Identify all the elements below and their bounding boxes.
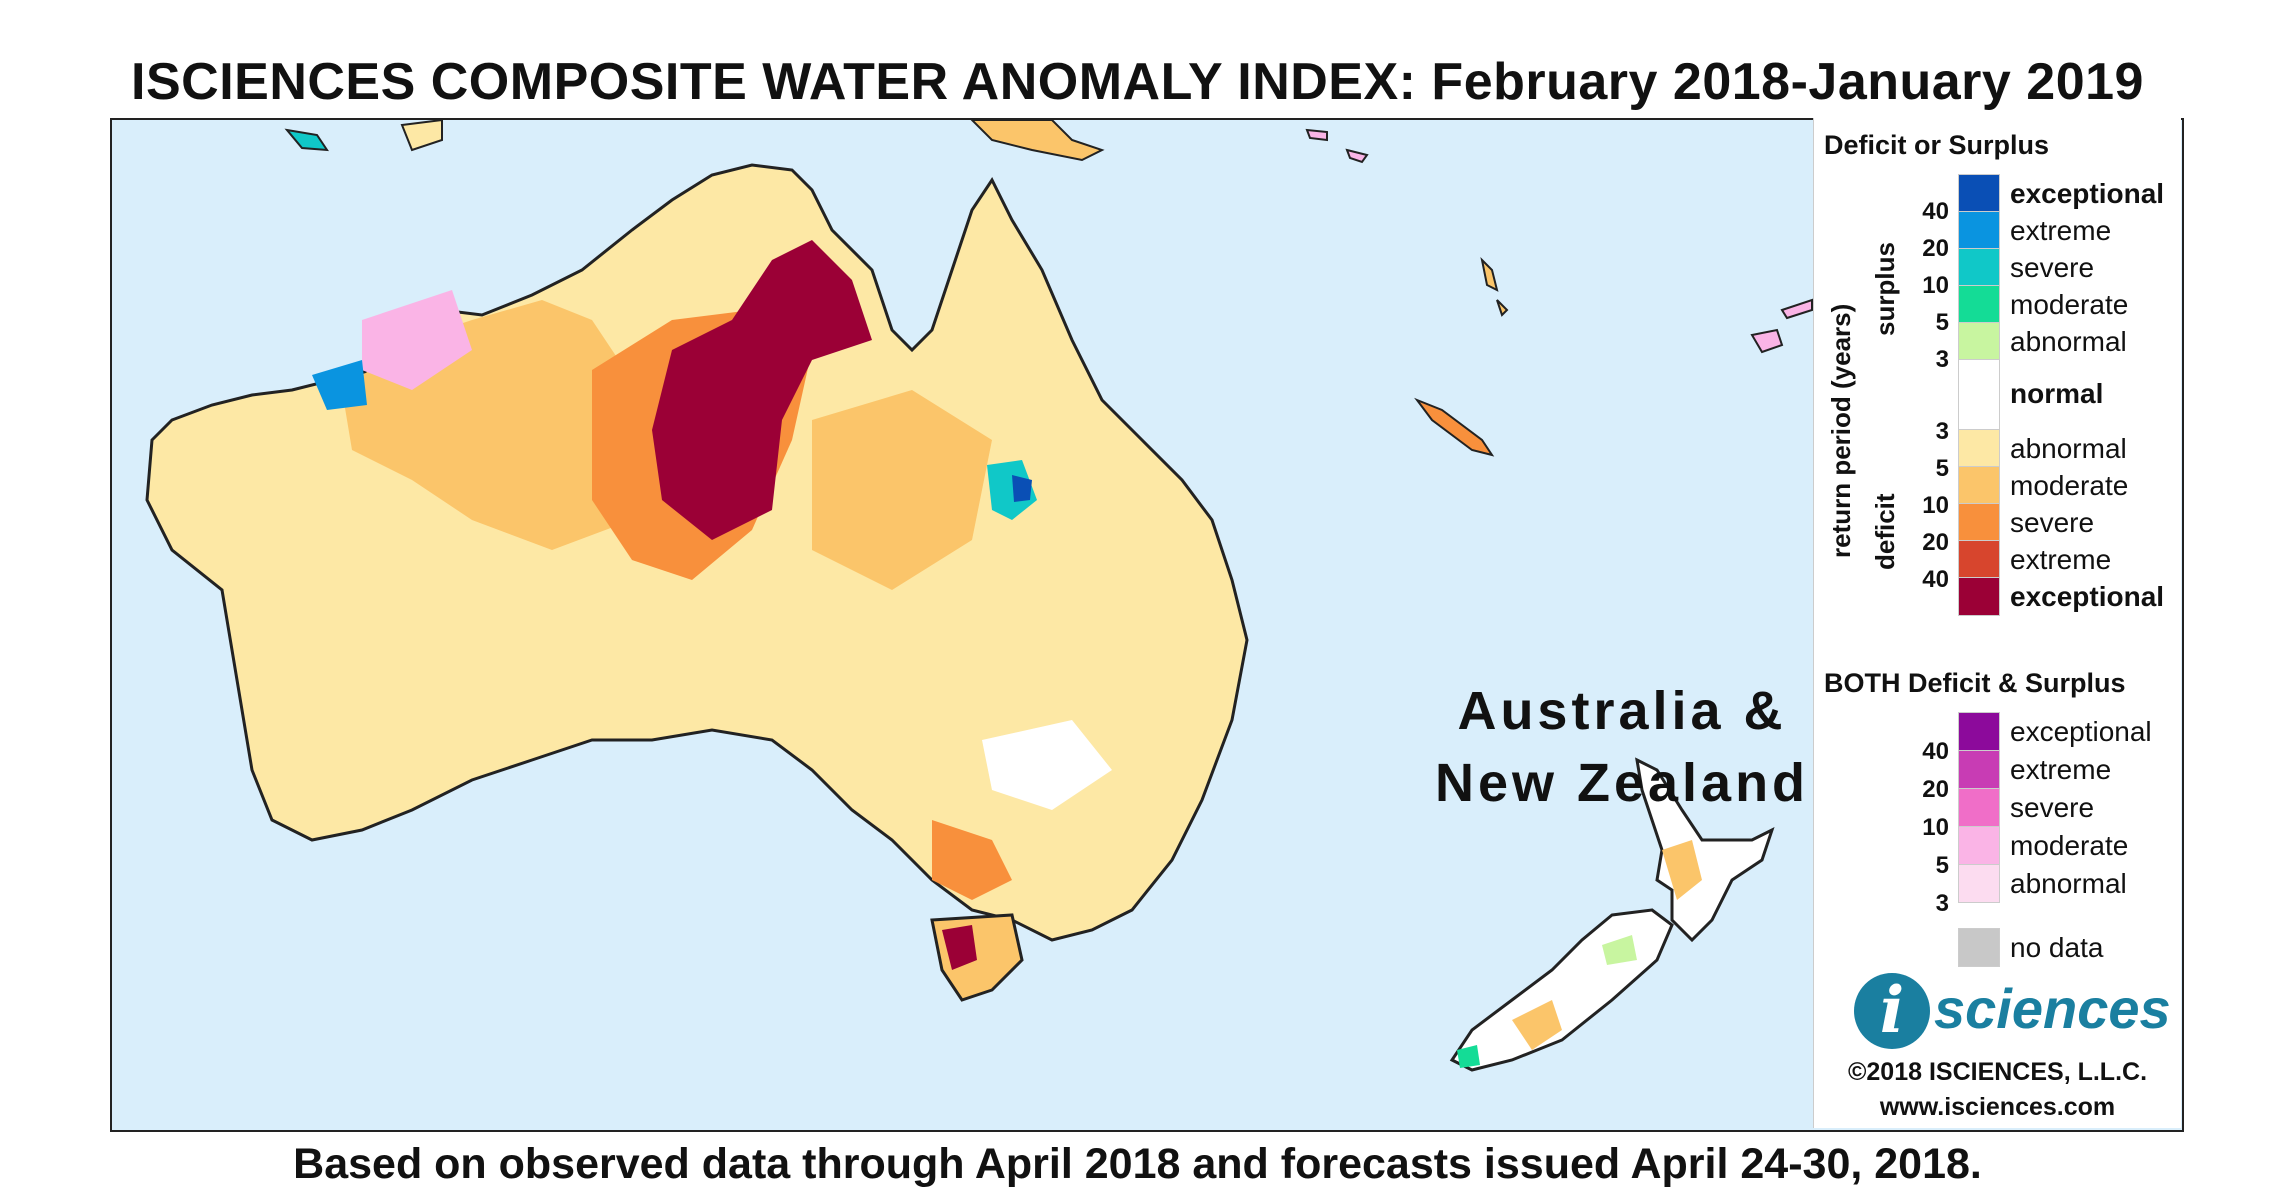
deficit-severe-southeast	[932, 820, 1012, 900]
label-surplus-moderate: moderate	[2010, 289, 2129, 320]
swatch-nodata	[1958, 928, 2000, 967]
isciences-logo: i sciences	[1844, 968, 2174, 1058]
label-deficit-exceptional: exceptional	[2010, 581, 2165, 612]
swatch-both-extreme	[1958, 750, 2000, 789]
deficit-moderate-nz-south	[1512, 1000, 1562, 1050]
tick-deficit-20: 20	[1922, 529, 1949, 556]
label-deficit-moderate: moderate	[2010, 470, 2129, 501]
swatch-both-abnormal	[1958, 864, 2000, 903]
swatch-deficit-severe	[1958, 503, 2000, 542]
swatch-normal	[1958, 359, 2000, 431]
footer-note: Based on observed data through April 201…	[293, 1140, 1982, 1188]
tick-both-5: 5	[1935, 852, 1949, 879]
normal-patch-southeast	[982, 720, 1112, 810]
swatch-deficit-exceptional	[1958, 577, 2000, 616]
map-title: ISCIENCES COMPOSITE WATER ANOMALY INDEX:…	[131, 53, 2144, 111]
swatch-both-severe	[1958, 788, 2000, 827]
swatch-surplus-extreme	[1958, 211, 2000, 250]
swatch-surplus-abnormal	[1958, 322, 2000, 361]
legend-axis-label: return period (years)	[1826, 303, 1856, 558]
nz-south-island	[1449, 908, 1674, 1072]
tick-deficit-5: 5	[1935, 455, 1949, 482]
surplus-extreme-northwest	[312, 360, 367, 410]
tick-both-20: 20	[1922, 776, 1949, 803]
tick-surplus-20: 20	[1922, 235, 1949, 262]
deficit-moderate-nz-north	[1662, 840, 1702, 900]
label-both-extreme: extreme	[2010, 754, 2112, 785]
timor-fragment	[400, 120, 443, 152]
label-nodata: no data	[2010, 932, 2104, 963]
legend-panel: Deficit or Surplus return period (years)…	[1813, 118, 2181, 1128]
tick-surplus-40: 40	[1922, 198, 1949, 225]
tick-deficit-40: 40	[1922, 566, 1949, 593]
tick-deficit-10: 10	[1922, 492, 1949, 519]
new-caledonia	[1414, 397, 1495, 457]
swatch-deficit-extreme	[1958, 540, 2000, 579]
surplus-abnormal-nz-south	[1602, 935, 1637, 965]
swatch-surplus-moderate	[1958, 285, 2000, 324]
label-both-severe: severe	[2010, 792, 2095, 823]
tick-surplus-5: 5	[1935, 309, 1949, 336]
swatch-both-moderate	[1958, 826, 2000, 865]
nz-north-island	[1635, 757, 1775, 943]
island-surplus-north	[284, 128, 329, 152]
label-deficit-extreme: extreme	[2010, 544, 2112, 575]
label-surplus-extreme: extreme	[2010, 215, 2112, 246]
label-normal: normal	[2010, 378, 2104, 409]
label-surplus-exceptional: exceptional	[2010, 178, 2165, 209]
swatch-surplus-severe	[1958, 248, 2000, 287]
tick-both-40: 40	[1922, 738, 1949, 765]
label-both-exceptional: exceptional	[2010, 716, 2152, 747]
surplus-moderate-nz-southwest	[1457, 1045, 1480, 1068]
legend-surplus-label: surplus	[1870, 242, 1900, 336]
swatch-both-exceptional	[1958, 712, 2000, 751]
surplus-exceptional-queensland	[1012, 475, 1032, 502]
copyright: ©2018 ISCIENCES, L.L.C.	[1847, 1058, 2148, 1086]
surplus-severe-queensland	[987, 460, 1037, 520]
map-canvas	[145, 120, 1813, 1072]
tick-both-3: 3	[1935, 890, 1949, 917]
label-deficit-severe: severe	[2010, 507, 2095, 538]
png-fragment	[970, 120, 1105, 162]
label-both-abnormal: abnormal	[2010, 868, 2127, 899]
tick-surplus-3: 3	[1935, 346, 1949, 373]
swatch-deficit-moderate	[1958, 466, 2000, 505]
website: www.isciences.com	[1879, 1093, 2116, 1121]
swatch-deficit-abnormal	[1958, 429, 2000, 468]
region-label-line1: Australia &	[1457, 681, 1787, 741]
legend-title-deficit-surplus: Deficit or Surplus	[1824, 130, 2050, 160]
region-label: Australia & New Zealand	[1412, 675, 1832, 819]
tasmania-landmass	[930, 913, 1024, 1002]
label-deficit-abnormal: abnormal	[2010, 433, 2127, 464]
logo-i-icon: i	[1854, 973, 1930, 1049]
solomon-fragment	[1305, 128, 1369, 164]
vanuatu	[1480, 256, 1509, 317]
label-both-moderate: moderate	[2010, 830, 2129, 861]
both-moderate-kimberley	[362, 290, 472, 390]
legend-deficit-label: deficit	[1870, 493, 1900, 570]
logo-wordmark: sciences	[1934, 977, 2171, 1040]
tick-surplus-10: 10	[1922, 272, 1949, 299]
region-label-line2: New Zealand	[1434, 753, 1810, 813]
label-surplus-severe: severe	[2010, 252, 2095, 283]
label-surplus-abnormal: abnormal	[2010, 326, 2127, 357]
deficit-moderate-east	[812, 390, 992, 590]
swatch-surplus-exceptional	[1958, 174, 2000, 213]
tick-deficit-3: 3	[1935, 418, 1949, 445]
legend-title-both: BOTH Deficit & Surplus	[1824, 668, 2126, 698]
deficit-exceptional-tasmania	[942, 925, 977, 970]
fiji	[1750, 298, 1813, 354]
deficit-exceptional-gulf	[652, 240, 872, 540]
tick-both-10: 10	[1922, 814, 1949, 841]
